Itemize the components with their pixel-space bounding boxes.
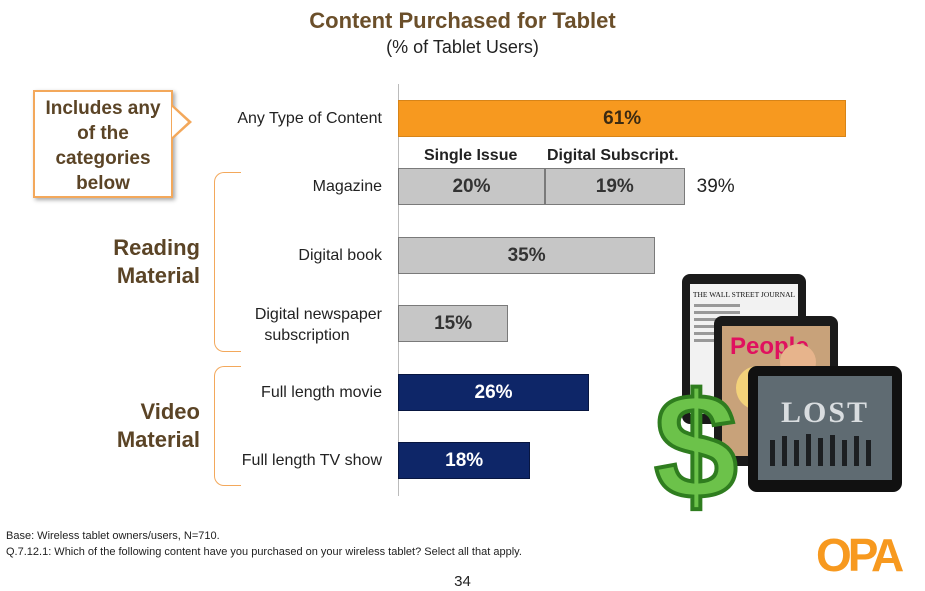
bar-value-label: 35% [507,244,546,266]
bar-value-label: 18% [445,449,484,471]
footnote-base: Base: Wireless tablet owners/users, N=71… [6,530,220,542]
group-label-video: Video Material [116,399,200,452]
bracket-reading [214,172,241,352]
show-title: LOST [781,396,869,429]
callout-arrow-inner [172,107,188,137]
dollar-sign-icon: $ [654,362,737,525]
chart-title: Content Purchased for Tablet [309,8,616,33]
callout-box: Includes any of the categories below [33,90,173,198]
opa-logo: OPA [816,529,904,581]
bar-value-label: 61% [603,107,642,129]
segment-header-digital-subscription: Digital Subscript. [547,147,679,164]
category-label: Digital book [298,247,382,264]
bracket-video [214,366,241,486]
newspaper-masthead: THE WALL STREET JOURNAL [693,290,796,299]
bar: 20% [398,168,545,205]
bar-value-label: 19% [595,175,634,197]
bar-value-label: 20% [452,175,491,197]
bar-total-label: 39% [696,176,735,197]
bar: 35% [398,237,656,274]
category-label: Full length movie [261,384,382,401]
callout-text: Includes any of the categories below [45,98,161,194]
category-axis [398,84,399,496]
tablet-illustration: THE WALL STREET JOURNAL People LOST $ [652,274,902,525]
bar: 15% [398,305,509,342]
page-number: 34 [454,573,471,590]
bar: 61% [398,100,847,137]
category-label: Full length TV show [241,452,382,469]
segment-header-single-issue: Single Issue [424,147,518,164]
bar: 26% [398,374,590,411]
category-label: Any Type of Content [237,110,382,127]
category-label: Magazine [312,178,382,195]
category-label: Digital newspaper subscription [254,306,382,344]
chart-subtitle: (% of Tablet Users) [386,37,539,57]
group-label-reading: Reading Material [113,235,200,288]
bar: 18% [398,442,531,479]
footnote-question: Q.7.12.1: Which of the following content… [6,546,522,558]
bar-value-label: 15% [434,312,473,334]
bar: 19% [545,168,685,205]
bar-value-label: 26% [474,381,513,403]
